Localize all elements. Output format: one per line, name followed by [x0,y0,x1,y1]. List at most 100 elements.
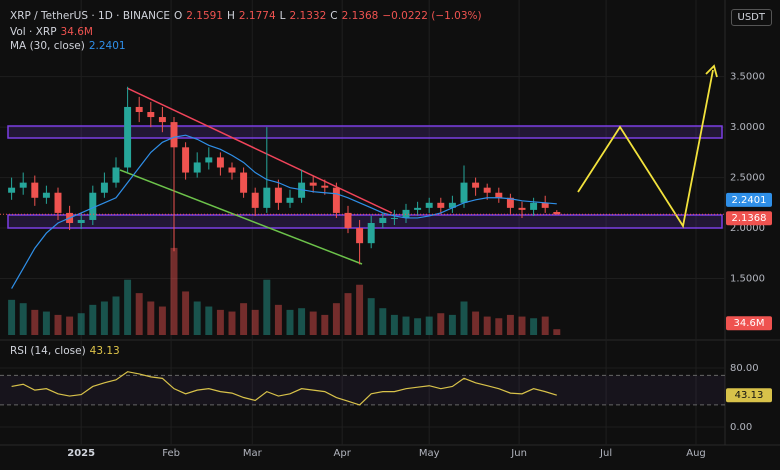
volume-bar [66,316,74,335]
x-tick-label: Mar [243,448,263,459]
volume-bar [460,301,468,335]
legend-name: Vol · XRP [10,26,57,38]
candle-body [425,202,433,208]
volume-bar [553,329,561,335]
price-tag: 34.6M [734,318,765,329]
ohlc-key: C [330,10,338,22]
legend-value: 34.6M [60,26,93,38]
volume-bar [54,314,62,335]
y-tick-label: 3.0000 [730,122,765,133]
volume-bar [414,318,422,335]
candle-body [193,162,201,173]
candle-body [205,157,213,163]
candle-body [216,157,224,168]
rsi-line [11,371,557,406]
volume-bar [309,311,317,335]
candle-body [228,167,236,173]
volume-bar [182,291,190,335]
volume-bar [332,303,340,335]
volume-bar [8,299,16,335]
volume-bar [402,316,410,335]
legend-name: MA (30, close) [10,40,85,52]
volume-bar [483,316,491,335]
volume-bar [274,304,282,335]
candle-body [240,172,248,193]
volume-bar [344,293,352,335]
candle-body [263,187,271,208]
ohlc-key: O [173,10,183,22]
y-tick-label: 0.00 [730,422,752,433]
volume-bar [216,309,224,335]
candle-body [147,112,155,118]
down-trendline [126,87,393,214]
change: −0.0222 (−1.03%) [382,10,482,22]
volume-bar [135,293,143,335]
candle-body [286,197,294,203]
x-tick-label: Apr [334,448,352,459]
candle-body [158,117,166,123]
x-tick-label: Feb [162,448,180,459]
rsi-band-fill [0,375,725,405]
candle-body [332,187,340,213]
ohlc-value: 2.1368 [341,10,379,22]
volume-bar [367,298,375,335]
candle-body [8,187,16,193]
candle-body [437,202,445,208]
volume-bar [100,301,108,335]
legend-name: RSI (14, close) [10,345,86,357]
volume-bar [448,314,456,335]
candle-body [541,202,549,208]
ma-legend: MA (30, close) 2.2401 [10,40,126,52]
volume-bar [541,316,549,335]
candle-body [472,182,480,188]
ohlc-key: H [227,10,235,22]
x-tick-label: 2025 [67,448,95,459]
x-tick-label: Jul [599,448,612,459]
volume-bar [228,311,236,335]
volume-bar [77,313,85,335]
candle-body [77,219,85,223]
candle-body [124,106,132,168]
y-tick-label: 1.5000 [730,273,765,284]
candle-body [518,207,526,210]
volume-bar [472,311,480,335]
x-tick-label: Jun [510,448,527,459]
drawings [7,64,723,265]
candle-body [530,202,538,210]
lower-trendline [119,169,363,265]
candle-body [321,185,329,188]
volume-bar [506,314,514,335]
candle-body [19,182,27,188]
price-tag-bg [726,316,772,331]
candle-body [54,192,62,213]
y-tick-label: 3.5000 [730,72,765,83]
volume-bar [263,279,271,335]
price-tag: 2.2401 [732,195,767,206]
price-tag-bg [726,192,772,207]
currency-button[interactable]: USDT [730,9,772,26]
y-tick-label: 2.0000 [730,223,765,234]
volume-bar [530,318,538,335]
candle-body [100,182,108,193]
volume-bar [518,316,526,335]
volume-bar [31,309,39,335]
volume-bar [390,314,398,335]
projection-path [577,69,714,229]
volume-bar [19,303,27,335]
volume-bar [124,279,132,335]
candle-body [170,122,178,148]
volume-bar [356,284,364,335]
legend-value: 2.2401 [88,40,126,52]
candle-body [356,228,364,244]
volume-bar [193,301,201,335]
candle-body [31,182,39,198]
grid [0,0,725,445]
symbol-title: XRP / TetherUS · 1D · BINANCE [10,10,170,22]
volume-bar [89,304,97,335]
price-tag: 43.13 [735,390,764,401]
volume-bar [286,309,294,335]
candle-body [390,217,398,219]
x-tick-label: May [419,448,440,459]
